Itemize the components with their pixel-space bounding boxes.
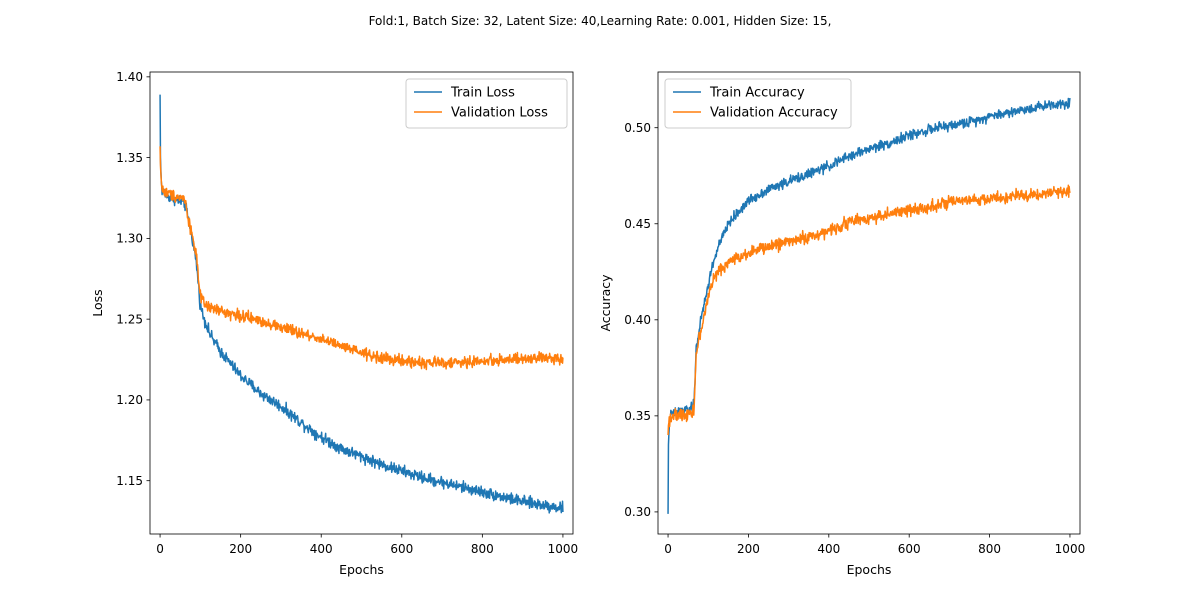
figure-title: Fold:1, Batch Size: 32, Latent Size: 40,… [368,14,832,28]
series-line-train-loss [159,94,564,514]
x-axis-label: Epochs [339,562,384,577]
y-tick-label: 1.30 [116,232,143,246]
x-axis-label: Epochs [847,562,892,577]
legend-entry: Train Accuracy [709,86,805,101]
y-axis-label: Loss [90,289,105,316]
x-tick-label: 0 [156,542,164,556]
x-tick-label: 600 [390,542,413,556]
y-tick-label: 0.50 [624,121,651,135]
legend-entry: Train Loss [450,86,515,101]
legend-frame [405,78,568,129]
x-tick-label: 200 [737,542,760,556]
subplot-loss: 0 200 400 600 800 1000 1.15 1.20 1.25 1.30 1.35 1.4… [90,70,578,577]
x-tick-label: 1000 [1055,542,1086,556]
legend-entry: Validation Loss [451,106,548,121]
legend-frame [664,78,852,129]
x-tick-label: 200 [229,542,252,556]
legend: Train Accuracy Validation Accuracy [664,78,852,129]
legend: Train Loss Validation Loss [405,78,568,129]
y-tick-label: 0.35 [624,409,651,423]
series-line-validation-loss [159,146,564,371]
y-tick-label: 1.35 [116,151,143,165]
y-tick-label: 1.20 [116,393,143,407]
x-tick-label: 400 [817,542,840,556]
y-tick-label: 1.40 [116,70,143,84]
y-tick-label: 0.30 [624,505,651,519]
series-line-train-accuracy [667,97,1071,514]
y-tick-label: 0.40 [624,313,651,327]
x-tick-label: 800 [471,542,494,556]
y-tick-label: 1.15 [116,474,143,488]
x-tick-label: 0 [664,542,672,556]
x-tick-label: 1000 [548,542,579,556]
axes-frame [149,71,574,535]
x-tick-label: 400 [310,542,333,556]
x-tick-label: 800 [978,542,1001,556]
y-axis-label: Accuracy [598,274,613,332]
subplot-accuracy: 0 200 400 600 800 1000 0.30 0.35 0.40 0.45 0.50 Epo… [598,71,1086,577]
series-line-validation-accuracy [667,184,1071,436]
legend-entry: Validation Accuracy [710,106,838,121]
x-tick-label: 600 [898,542,921,556]
axes-frame [657,71,1081,535]
y-tick-label: 1.25 [116,312,143,326]
y-tick-label: 0.45 [624,217,651,231]
